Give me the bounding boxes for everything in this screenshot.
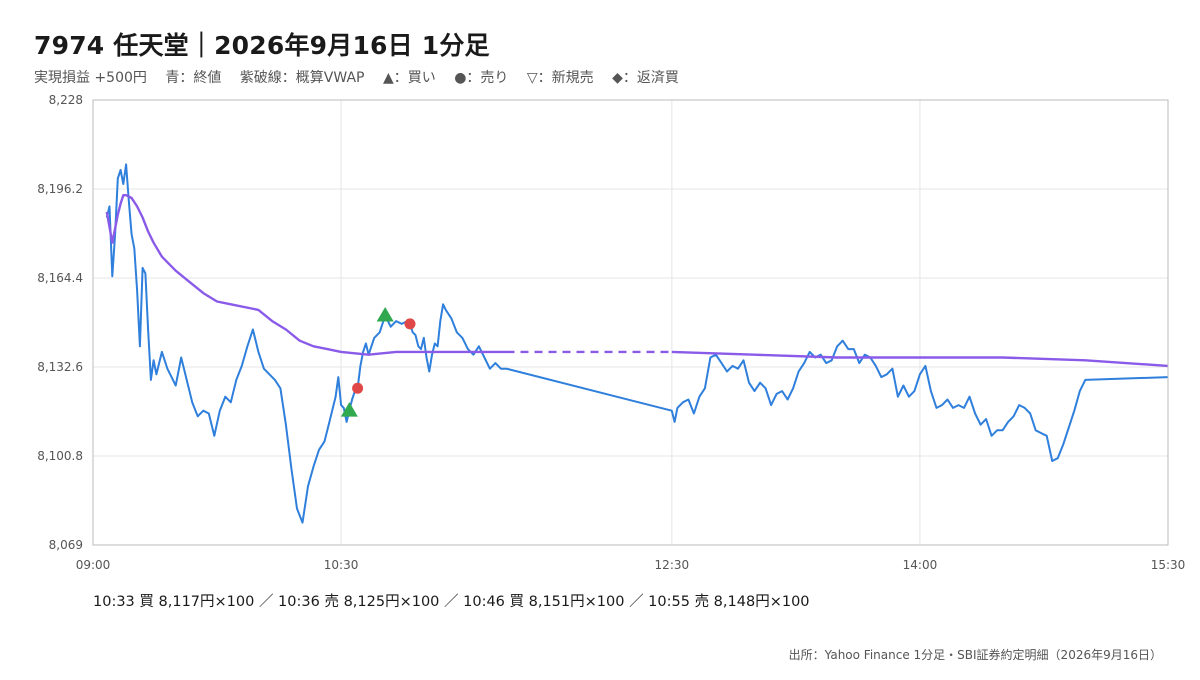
x-tick-label: 10:30 (324, 558, 359, 572)
x-tick-label: 12:30 (655, 558, 690, 572)
plot-frame (92, 99, 1169, 546)
y-axis-ticks: 8,069 8,100.8 8,132.6 8,164.4 8,196.2 8,228 (37, 93, 83, 552)
sell-marker (352, 382, 364, 394)
vwap-line-morning (105, 194, 507, 356)
trade-summary: 10:33 買 8,117円×100 ／ 10:36 売 8,125円×100 … (93, 594, 810, 610)
buy-marker (340, 402, 358, 417)
x-axis-ticks: 09:00 10:30 12:30 14:00 15:30 (76, 558, 1186, 572)
vwap-line-afternoon (671, 350, 1169, 368)
chart-title: 7974 任天堂｜2026年9月16日 1分足 (34, 31, 490, 60)
legend-sell: ●：売り (454, 70, 509, 86)
legend-line: 実現損益 +500円 青：終値 紫破線：概算VWAP ▲：買い ●：売り ▽：新… (34, 67, 693, 87)
x-tick-label: 09:00 (76, 558, 111, 572)
legend-close: 青：終値 (165, 70, 222, 86)
buy-marker (376, 307, 394, 322)
close-price-line (105, 163, 1169, 524)
y-tick-label: 8,228 (49, 93, 83, 107)
y-tick-label: 8,196.2 (37, 182, 83, 196)
sell-marker (404, 318, 416, 330)
legend-cover-buy: ◆：返済買 (612, 70, 679, 86)
y-tick-label: 8,069 (49, 538, 83, 552)
y-tick-label: 8,100.8 (37, 449, 83, 463)
source-note: 出所：Yahoo Finance 1分足・SBI証券約定明細（2026年9月16… (788, 648, 1162, 662)
x-tick-label: 15:30 (1151, 558, 1186, 572)
trade-markers (340, 307, 416, 417)
legend-realized-pnl: 実現損益 +500円 (34, 70, 147, 86)
y-tick-label: 8,132.6 (37, 360, 83, 374)
x-tick-label: 14:00 (903, 558, 938, 572)
legend-vwap: 紫破線：概算VWAP (239, 70, 365, 86)
legend-short-sell: ▽：新規売 (526, 70, 594, 86)
gridlines (92, 99, 1169, 546)
series-group (105, 163, 1169, 524)
y-tick-label: 8,164.4 (37, 271, 83, 285)
legend-buy: ▲：買い (382, 70, 436, 86)
